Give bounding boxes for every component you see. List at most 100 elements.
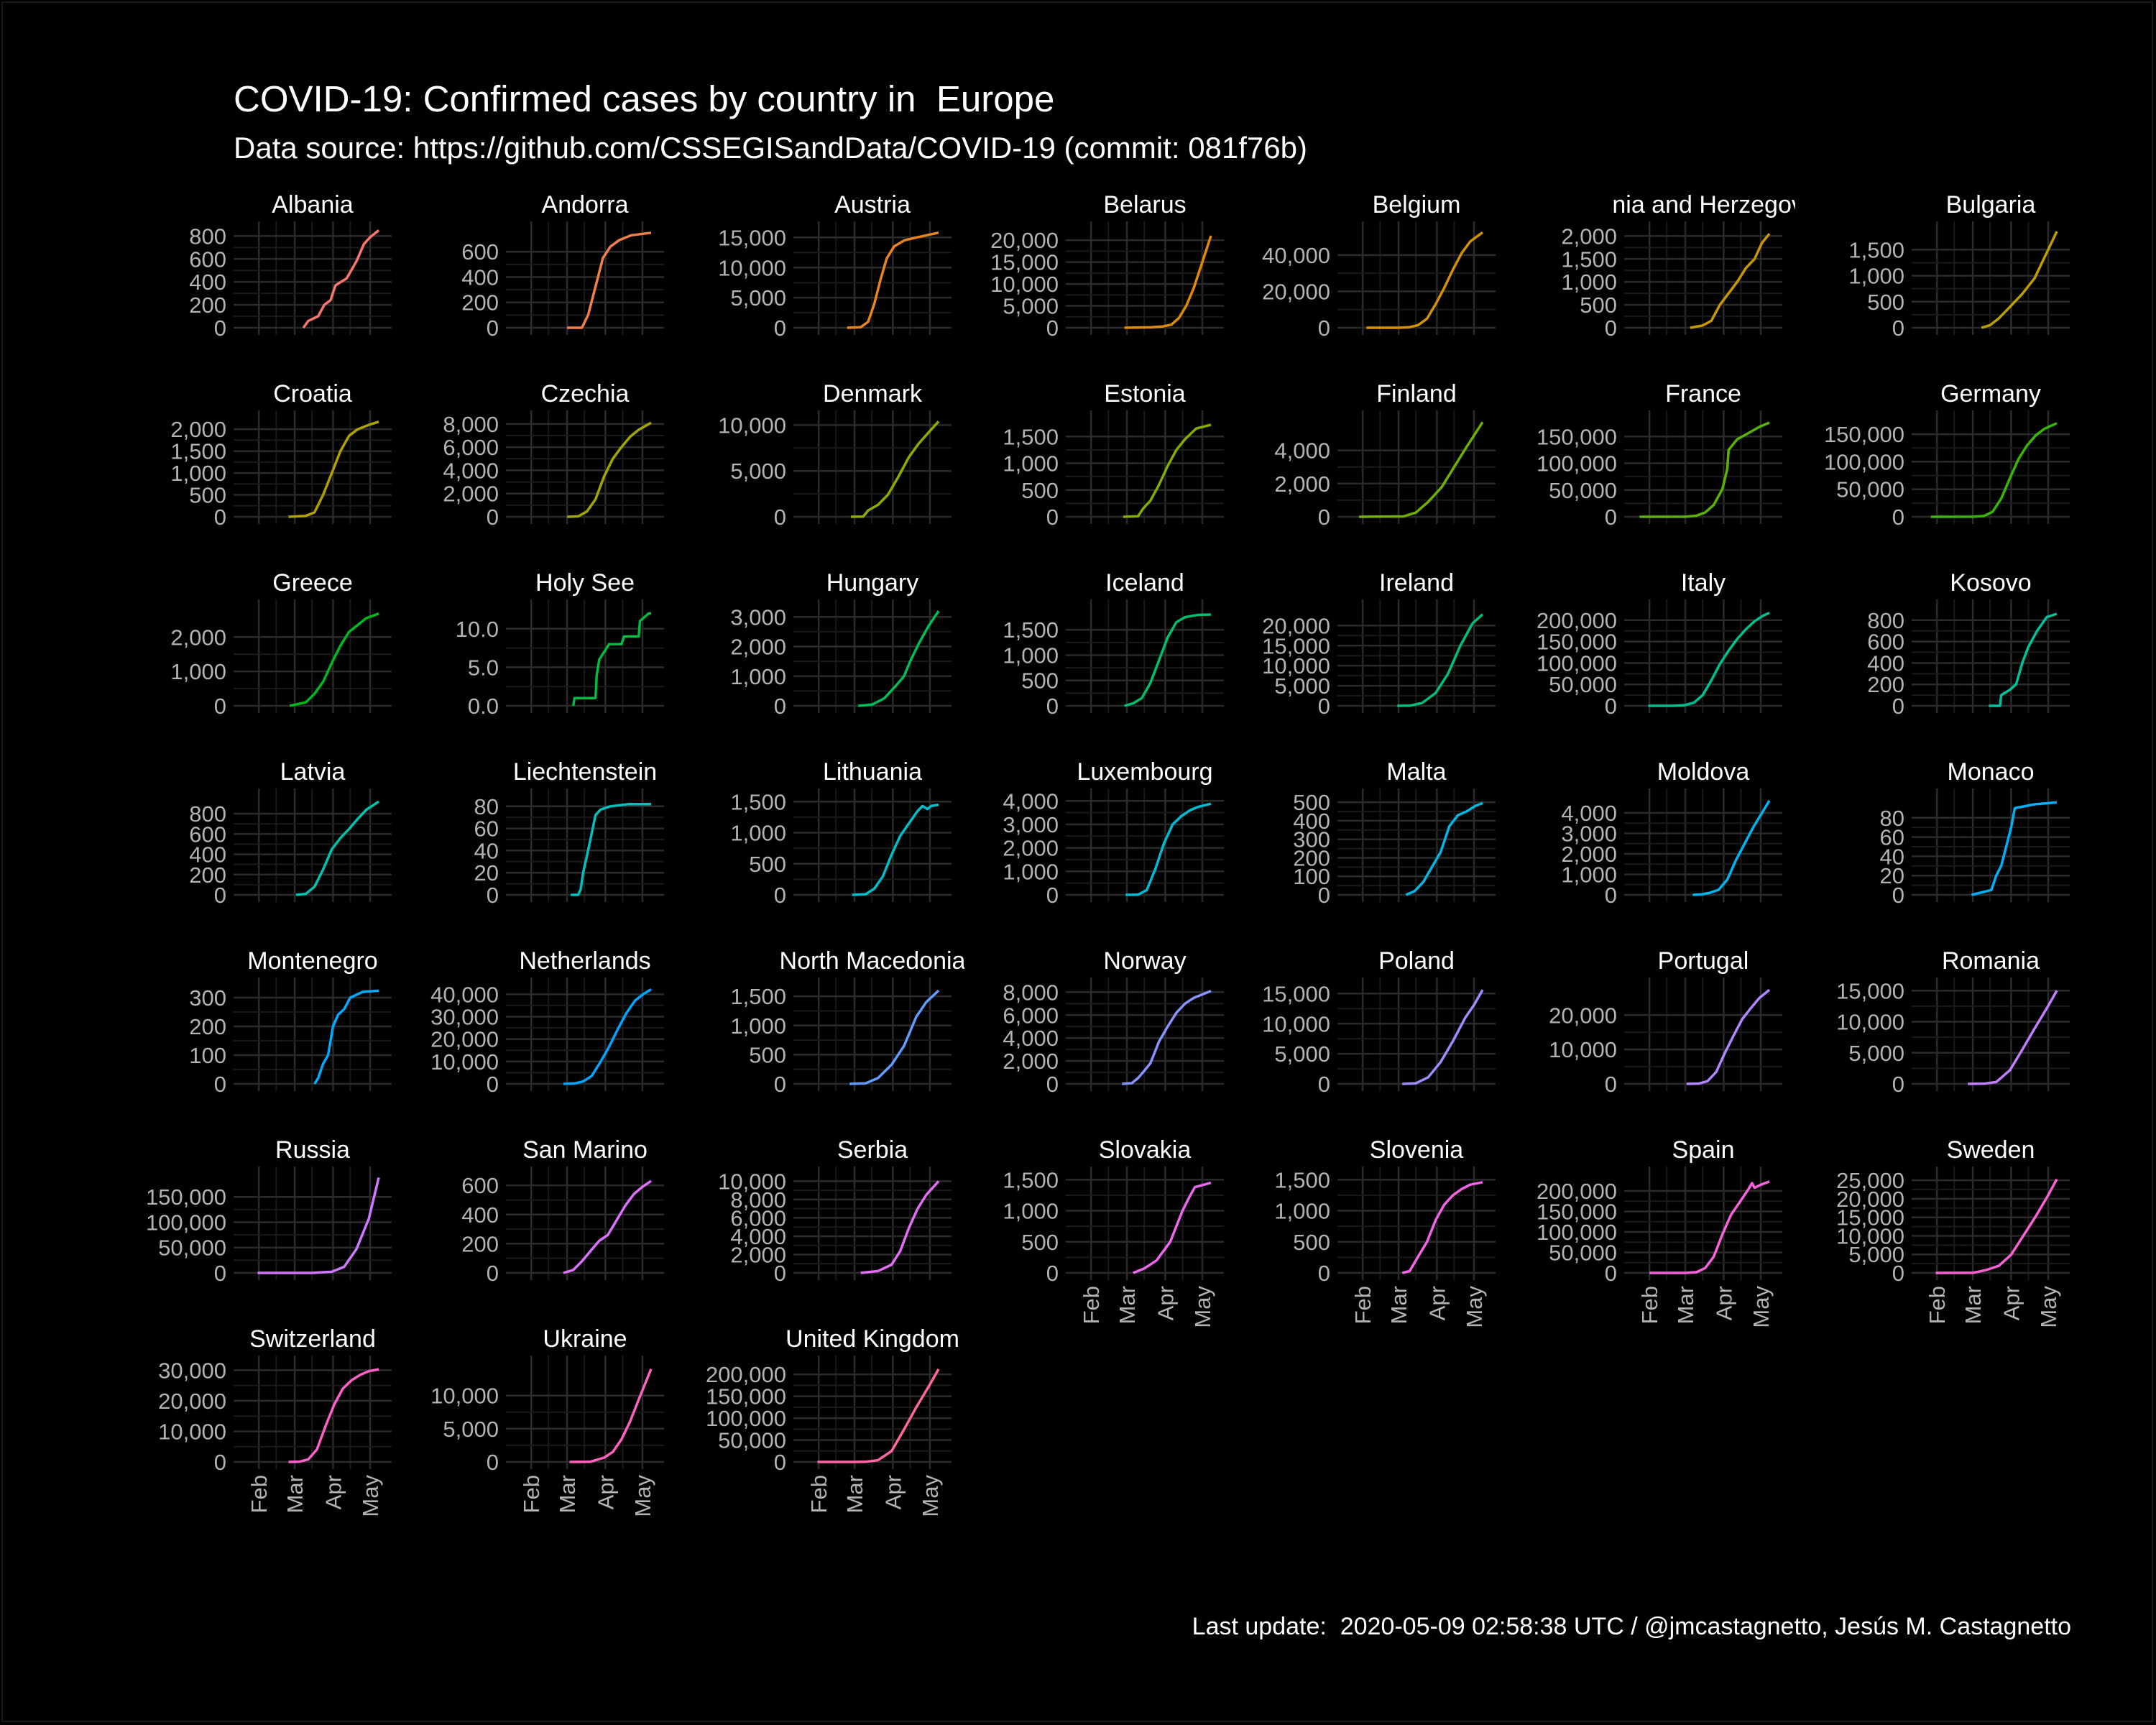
y-tick-label: 8,000 — [730, 1187, 786, 1213]
facet-label: Russia — [275, 1136, 350, 1164]
x-tick-label: Feb — [1079, 1286, 1104, 1324]
series-line — [1405, 801, 1483, 896]
x-tick-label: Feb — [1637, 1286, 1662, 1324]
y-tick-label: 50,000 — [1549, 478, 1617, 503]
series-line — [1649, 1180, 1770, 1274]
y-tick-label: 20,000 — [990, 228, 1059, 253]
facet-label: Norway — [1103, 947, 1186, 975]
series-line — [1930, 422, 2058, 518]
facet-label: Montenegro — [247, 947, 377, 975]
y-tick-label: 0 — [487, 1450, 499, 1475]
series-line — [1968, 990, 2058, 1085]
y-tick-label: 0 — [1892, 694, 1904, 719]
series-line — [1124, 235, 1212, 329]
series-line — [571, 802, 651, 896]
y-tick-label: 15,000 — [1262, 633, 1330, 658]
y-tick-label: 2,000 — [1561, 842, 1617, 867]
y-tick-label: 2,000 — [730, 635, 786, 660]
y-tick-label: 1,000 — [1003, 643, 1059, 668]
y-tick-label: 10,000 — [1836, 1010, 1904, 1035]
y-tick-label: 2,000 — [730, 1242, 786, 1267]
y-tick-label: 500 — [1867, 290, 1904, 315]
y-tick-label: 10,000 — [718, 255, 786, 280]
facet-label: Portugal — [1658, 947, 1749, 975]
y-tick-label: 150,000 — [1537, 1199, 1617, 1224]
series-line — [1639, 421, 1770, 518]
facet-label: San Marino — [522, 1136, 648, 1164]
x-tick-label: Mar — [1115, 1286, 1140, 1324]
y-tick-label: 40 — [474, 838, 499, 863]
y-tick-label: 400 — [1867, 650, 1904, 676]
y-tick-label: 2,000 — [443, 482, 499, 507]
y-tick-label: 15,000 — [990, 250, 1059, 275]
y-tick-label: 15,000 — [1836, 978, 1904, 1003]
y-tick-label: 0 — [214, 505, 226, 530]
y-tick-label: 20 — [1880, 863, 1904, 888]
y-tick-label: 400 — [189, 842, 226, 868]
y-tick-label: 4,000 — [1561, 801, 1617, 826]
y-tick-label: 1,000 — [1003, 859, 1059, 884]
y-tick-label: 0 — [774, 694, 786, 719]
facet-label: North Macedonia — [780, 947, 966, 975]
y-tick-label: 1,500 — [1003, 424, 1059, 449]
y-tick-label: 1,500 — [730, 984, 786, 1009]
y-tick-label: 500 — [1021, 668, 1059, 694]
y-tick-label: 1,000 — [1561, 270, 1617, 295]
y-tick-label: 10.0 — [456, 617, 499, 642]
y-tick-label: 6,000 — [443, 435, 499, 460]
y-tick-label: 150,000 — [146, 1184, 226, 1210]
y-tick-label: 0 — [214, 316, 226, 341]
series-line — [1402, 989, 1484, 1085]
y-tick-label: 0 — [1318, 883, 1330, 908]
y-tick-label: 15,000 — [718, 225, 786, 250]
y-tick-label: 1,000 — [1561, 862, 1617, 887]
series-line — [569, 1368, 653, 1463]
y-tick-label: 10,000 — [1549, 1037, 1617, 1062]
x-tick-label: May — [358, 1475, 383, 1517]
x-tick-label: May — [1749, 1286, 1774, 1328]
y-tick-label: 0 — [1892, 883, 1904, 908]
y-tick-label: 0 — [214, 1072, 226, 1097]
y-tick-label: 2,000 — [1003, 1049, 1059, 1074]
series-line — [1935, 1178, 2058, 1274]
y-tick-label: 5,000 — [730, 459, 786, 484]
series-line — [1124, 613, 1212, 707]
y-tick-label: 0 — [1892, 1261, 1904, 1286]
series-line — [850, 420, 940, 518]
y-tick-label: 8,000 — [1003, 980, 1059, 1005]
y-tick-label: 0 — [1046, 316, 1059, 341]
x-tick-label: Feb — [806, 1475, 831, 1513]
series-line — [1648, 612, 1770, 707]
y-tick-label: 1,500 — [730, 789, 786, 814]
y-tick-label: 0 — [774, 505, 786, 530]
chart-caption: Last update: 2020-05-09 02:58:38 UTC / @… — [1192, 1613, 2071, 1640]
chart-title: COVID-19: Confirmed cases by country in … — [234, 78, 1055, 119]
x-tick-label: Mar — [1961, 1286, 1986, 1324]
y-tick-label: 0 — [1318, 316, 1330, 341]
x-tick-label: Mar — [282, 1475, 308, 1513]
facet-label: Luxembourg — [1077, 758, 1212, 786]
x-tick-label: May — [1190, 1286, 1215, 1328]
series-line — [1358, 421, 1484, 518]
y-tick-label: 10,000 — [718, 413, 786, 438]
y-tick-label: 300 — [189, 985, 226, 1011]
facet-label: Estonia — [1104, 380, 1185, 408]
facet-label: France — [1665, 380, 1741, 408]
x-tick-label: May — [1462, 1286, 1487, 1328]
y-tick-label: 200 — [1867, 672, 1904, 697]
y-tick-label: 10,000 — [990, 272, 1059, 297]
y-tick-label: 80 — [474, 794, 499, 819]
x-tick-label: Mar — [842, 1475, 867, 1513]
y-tick-label: 1,500 — [170, 439, 226, 464]
y-tick-label: 10,000 — [1262, 1011, 1330, 1036]
y-tick-label: 50,000 — [1549, 1240, 1617, 1265]
y-tick-label: 0 — [1605, 694, 1617, 719]
y-tick-label: 0 — [487, 1072, 499, 1097]
y-tick-label: 500 — [1021, 478, 1059, 503]
y-tick-label: 30,000 — [158, 1358, 226, 1383]
y-tick-label: 4,000 — [1274, 438, 1330, 464]
series-line — [313, 989, 379, 1085]
y-tick-label: 1,000 — [730, 664, 786, 689]
facet-label: Moldova — [1657, 758, 1750, 786]
facet-label: Spain — [1672, 1136, 1735, 1164]
